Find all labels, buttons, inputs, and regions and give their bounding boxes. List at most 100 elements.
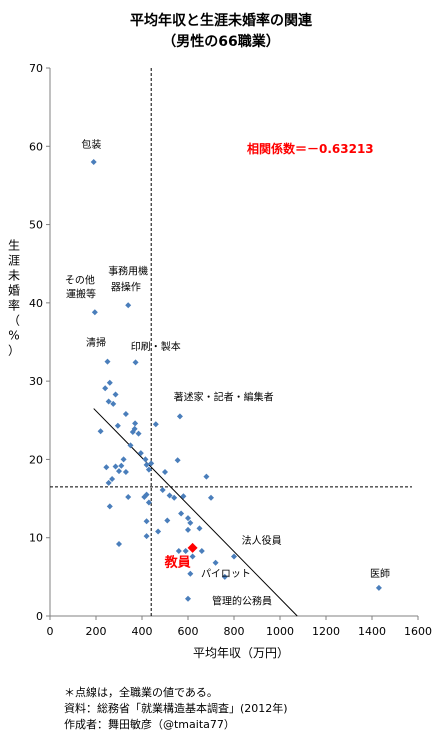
point-annotation: 著述家・記者・編集者 — [174, 391, 274, 404]
data-point — [143, 461, 150, 468]
point-annotation: パイロット — [201, 568, 251, 580]
point-annotation: 医師 — [370, 567, 390, 580]
y-axis-label-char: % — [8, 329, 19, 343]
point-annotation: 事務用機 — [108, 265, 148, 278]
y-tick-label: 20 — [29, 453, 43, 466]
data-point — [120, 456, 127, 463]
data-point — [132, 359, 139, 366]
data-point — [109, 476, 116, 482]
scatter-chart: 生涯未婚率（%） 平均年収（万円） 相関係数＝－0.63213 0 10 20 30 4… — [8, 62, 432, 660]
x-tick-label: 400 — [132, 625, 153, 638]
y-tick-label: 60 — [29, 140, 43, 153]
data-point — [127, 442, 134, 449]
data-point — [114, 422, 121, 429]
data-point — [125, 302, 132, 309]
chart-subtitle: （男性の66職業） — [162, 34, 280, 50]
data-point — [180, 493, 187, 500]
data-point — [102, 385, 109, 392]
data-point — [162, 468, 168, 475]
data-point — [174, 457, 181, 464]
data-point — [221, 573, 228, 580]
data-point — [166, 492, 173, 499]
data-point — [122, 468, 129, 475]
data-point — [203, 473, 210, 480]
data-point — [125, 494, 132, 501]
y-tick-label: 70 — [29, 62, 43, 75]
data-point — [231, 553, 237, 560]
data-point — [116, 540, 122, 547]
data-point — [91, 309, 98, 316]
data-point — [137, 450, 144, 457]
data-point — [143, 518, 150, 525]
x-tick-label: 1600 — [404, 625, 432, 638]
data-point — [145, 466, 152, 473]
data-point — [105, 479, 112, 486]
data-point — [159, 486, 166, 493]
y-axis-label-char: ） — [8, 344, 20, 358]
data-point — [135, 430, 142, 437]
point-annotation: 器操作 — [111, 280, 141, 293]
data-point — [112, 391, 119, 398]
data-point — [187, 570, 194, 577]
data-point — [106, 379, 113, 386]
data-point — [155, 528, 162, 535]
data-point — [106, 503, 113, 510]
x-tick-label: 1200 — [312, 625, 340, 638]
data-point — [132, 420, 139, 427]
trendline — [93, 408, 298, 617]
data-point — [178, 510, 185, 517]
point-annotation: 教員 — [164, 555, 191, 571]
data-point — [110, 400, 117, 407]
data-point — [145, 499, 152, 506]
data-point — [185, 526, 191, 533]
footnote-source: 資料：総務省「就業構造基本調査」(2012年) — [64, 702, 288, 715]
data-point — [148, 460, 155, 467]
data-point — [103, 464, 110, 471]
point-annotation: 清掃 — [86, 336, 106, 349]
data-point — [182, 548, 189, 555]
data-point — [105, 398, 112, 405]
x-tick-label: 800 — [224, 625, 245, 638]
x-tick-label: 600 — [178, 625, 199, 638]
data-point — [141, 494, 148, 501]
y-tick-label: 30 — [29, 375, 43, 388]
data-point — [185, 515, 191, 522]
point-annotation: 包装 — [81, 138, 101, 151]
data-point — [176, 413, 183, 420]
data-point — [97, 428, 104, 435]
data-point — [208, 494, 214, 501]
data-point — [116, 468, 122, 475]
data-point — [375, 584, 382, 591]
y-tick-label: 50 — [29, 219, 43, 232]
y-tick-label: 0 — [36, 610, 43, 623]
x-tick-label: 1000 — [266, 625, 294, 638]
data-point — [196, 525, 203, 532]
data-point — [142, 456, 149, 463]
chart-title: 平均年収と生涯未婚率の関連 — [130, 13, 312, 29]
point-annotation: 管理的公務員 — [212, 594, 272, 607]
data-point — [122, 411, 129, 418]
data-point — [143, 533, 150, 540]
y-axis-label-char: 生 — [8, 239, 20, 253]
highlight-point-teachers — [187, 542, 198, 553]
x-axis-label: 平均年収（万円） — [193, 646, 289, 660]
data-point — [104, 358, 111, 365]
y-axis-label: 生涯未婚率（%） — [8, 239, 20, 358]
data-point — [118, 462, 125, 469]
point-annotation: 印刷・製本 — [131, 340, 181, 353]
correlation-coefficient: 相関係数＝－0.63213 — [247, 141, 374, 156]
y-axis-label-char: 率 — [8, 298, 20, 313]
point-annotation: 法人役員 — [242, 534, 282, 547]
point-annotation: 運搬等 — [66, 287, 96, 300]
y-tick-label: 40 — [29, 297, 43, 310]
data-point — [152, 421, 159, 428]
footnote-author: 作成者：舞田敏彦（@tmaita77） — [64, 718, 235, 731]
data-point — [212, 559, 219, 566]
data-point — [187, 519, 194, 526]
data-point — [189, 553, 196, 560]
x-tick-label: 0 — [47, 625, 54, 638]
data-point — [175, 548, 182, 555]
footnote-reference-lines: ＊点線は，全職業の値である。 — [64, 686, 218, 699]
data-point — [171, 494, 178, 501]
y-axis-label-char: 涯 — [8, 254, 20, 268]
